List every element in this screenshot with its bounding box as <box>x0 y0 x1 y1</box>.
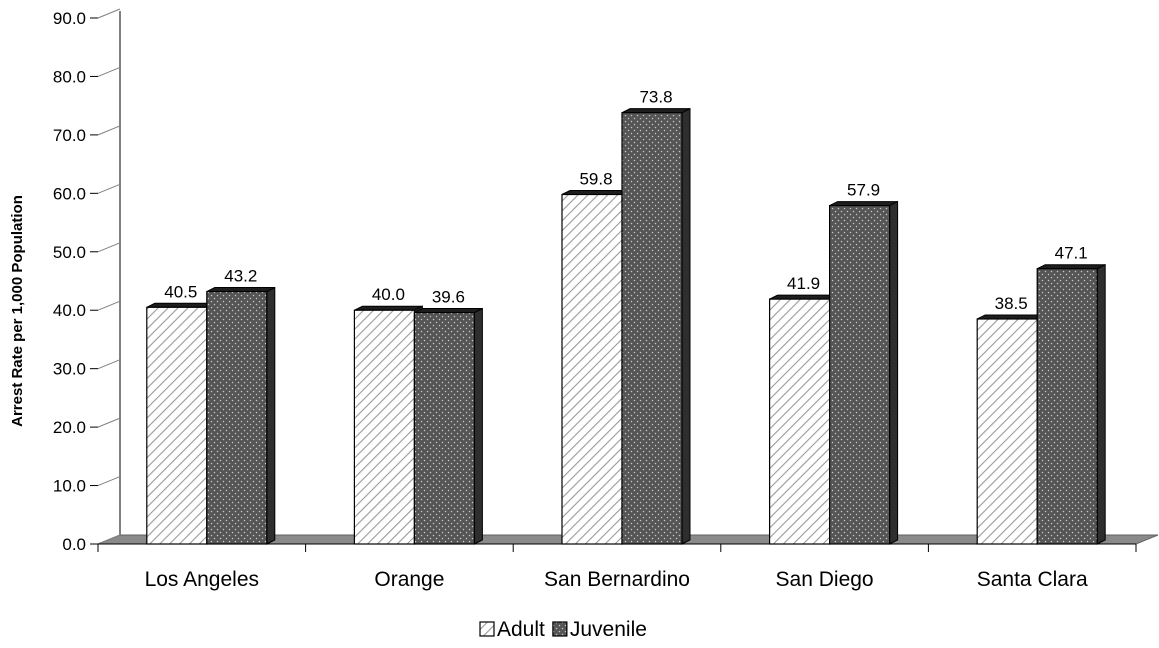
legend-swatch-juvenile <box>552 621 568 637</box>
y-tick-depth <box>97 242 121 253</box>
bar-top-adult-orange <box>354 305 423 311</box>
category-label-santa-clara: Santa Clara <box>977 568 1088 591</box>
x-axis: Los Angeles Orange San Bernardino San Diego… <box>145 568 1088 591</box>
y-tick-depth <box>97 183 121 194</box>
data-label-juvenile-san-diego: 57.9 <box>847 181 880 200</box>
data-label-juvenile-santa-clara: 47.1 <box>1055 244 1088 263</box>
bar-juvenile-san-bernardino <box>621 112 683 545</box>
y-tick-label: 20.0 <box>53 418 86 437</box>
y-tick-depth <box>97 125 121 136</box>
bar-side-juvenile-santa-clara <box>1096 263 1106 545</box>
data-label-adult-santa-clara: 38.5 <box>995 294 1028 313</box>
bar-top-juvenile-santa-clara <box>1036 264 1106 270</box>
data-label-juvenile-los-angeles: 43.2 <box>224 267 257 286</box>
data-label-adult-san-bernardino: 59.8 <box>579 170 612 189</box>
y-tick-label: 80.0 <box>53 67 86 86</box>
legend: Adult Juvenile <box>479 618 647 641</box>
bar-adult-los-angeles <box>146 306 208 545</box>
y-tick-label: 90.0 <box>53 9 86 28</box>
y-tick-depth <box>97 66 121 77</box>
bar-adult-san-diego <box>768 298 831 545</box>
y-axis-title: Arrest Rate per 1,000 Population <box>9 195 26 427</box>
bar-top-adult-santa-clara <box>976 314 1046 320</box>
bar-juvenile-los-angeles <box>206 290 268 545</box>
y-tick-label: 30.0 <box>53 360 86 379</box>
data-label-adult-orange: 40.0 <box>372 285 405 304</box>
bar-top-juvenile-orange <box>414 308 483 314</box>
legend-label-adult: Adult <box>497 618 545 641</box>
legend-label-juvenile: Juvenile <box>570 618 647 641</box>
data-label-adult-los-angeles: 40.5 <box>164 282 197 301</box>
data-label-adult-san-diego: 41.9 <box>787 274 820 293</box>
bars <box>146 107 1106 545</box>
bar-adult-orange <box>353 309 415 545</box>
category-label-san-bernardino: San Bernardino <box>544 568 690 591</box>
bar-juvenile-orange <box>413 311 475 545</box>
y-tick-depth <box>97 476 121 487</box>
bar-side-juvenile-san-bernardino <box>681 107 691 545</box>
y-tick-label: 70.0 <box>53 126 86 145</box>
y-tick-depth <box>97 8 121 19</box>
category-label-los-angeles: Los Angeles <box>145 568 259 591</box>
data-labels: 40.5 43.2 40.0 39.6 59.8 73.8 41.9 57.9 38.5 47.1 <box>164 88 1087 313</box>
y-tick-label: 60.0 <box>53 184 86 203</box>
y-tick-label: 40.0 <box>53 301 86 320</box>
y-tick-label: 0.0 <box>62 535 86 554</box>
y-tick-label: 50.0 <box>53 243 86 262</box>
bar-adult-santa-clara <box>976 318 1038 545</box>
bar-adult-san-bernardino <box>561 193 623 545</box>
bar-top-adult-los-angeles <box>146 302 216 308</box>
legend-swatch-adult <box>479 621 495 637</box>
y-tick-depth <box>97 359 121 370</box>
y-tick-depth <box>97 534 121 545</box>
bar-side-juvenile-orange <box>473 307 483 545</box>
category-label-san-diego: San Diego <box>776 568 874 591</box>
bar-side-juvenile-san-diego <box>889 200 899 545</box>
y-tick-depth <box>97 300 121 311</box>
y-tick-depth <box>97 417 121 428</box>
data-label-juvenile-san-bernardino: 73.8 <box>639 88 672 107</box>
bar-juvenile-san-diego <box>828 205 891 545</box>
category-label-orange: Orange <box>374 568 444 591</box>
y-tick-label: 10.0 <box>53 477 86 496</box>
bar-juvenile-santa-clara <box>1036 268 1098 545</box>
bar-side-juvenile-los-angeles <box>266 286 276 545</box>
data-label-juvenile-orange: 39.6 <box>432 288 465 307</box>
